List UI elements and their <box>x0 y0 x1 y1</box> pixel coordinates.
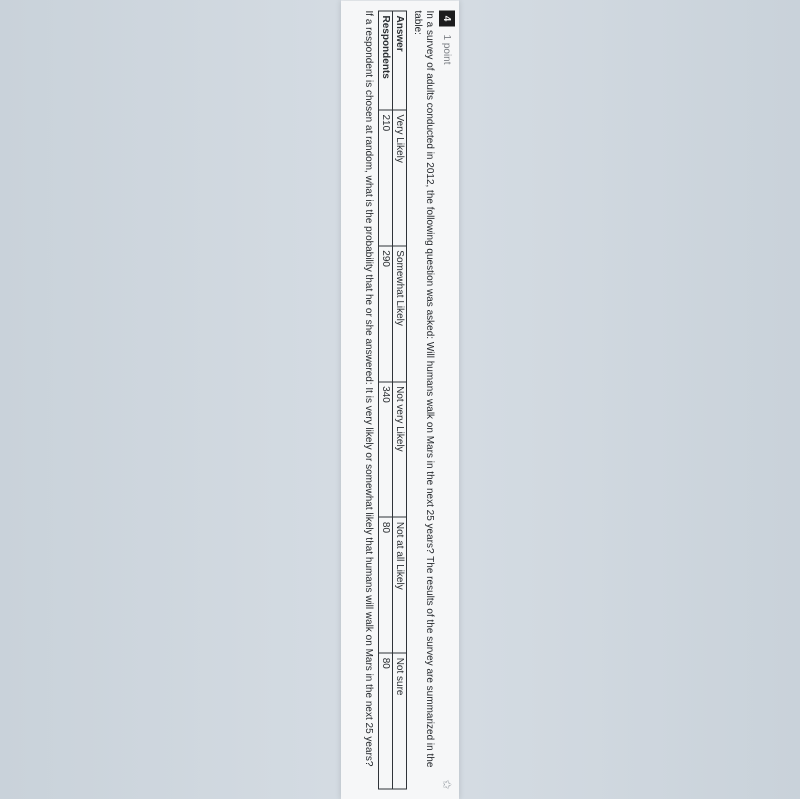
question-strip: 4 1 point ✩ In a survey of adults conduc… <box>341 0 459 799</box>
row-label-respondents: Respondents <box>379 11 393 110</box>
question-header: 4 1 point ✩ <box>439 10 455 789</box>
cell-value: 290 <box>379 245 393 381</box>
cell-value: 80 <box>379 517 393 653</box>
flag-icon[interactable]: ✩ <box>440 779 454 789</box>
question-number-badge: 4 <box>439 10 455 26</box>
table-row: Respondents 210 290 340 80 80 <box>379 11 393 789</box>
col-header: Not sure <box>393 653 407 789</box>
question-number: 4 <box>442 15 453 21</box>
row-label-answer: Answer <box>393 11 407 110</box>
table-row: Answer Very Likely Somewhat Likely Not v… <box>393 11 407 789</box>
question-points: 1 point <box>442 34 453 64</box>
cell-value: 80 <box>379 653 393 789</box>
question-followup: If a respondent is chosen at random, wha… <box>362 10 374 789</box>
cell-value: 210 <box>379 110 393 246</box>
cell-value: 340 <box>379 381 393 517</box>
col-header: Not at all Likely <box>393 517 407 653</box>
survey-table: Answer Very Likely Somewhat Likely Not v… <box>378 10 407 789</box>
col-header: Not very Likely <box>393 381 407 517</box>
col-header: Very Likely <box>393 110 407 246</box>
question-prompt: In a survey of adults conducted in 2012,… <box>411 10 435 789</box>
photo-background: 4 1 point ✩ In a survey of adults conduc… <box>0 0 800 799</box>
col-header: Somewhat Likely <box>393 245 407 381</box>
